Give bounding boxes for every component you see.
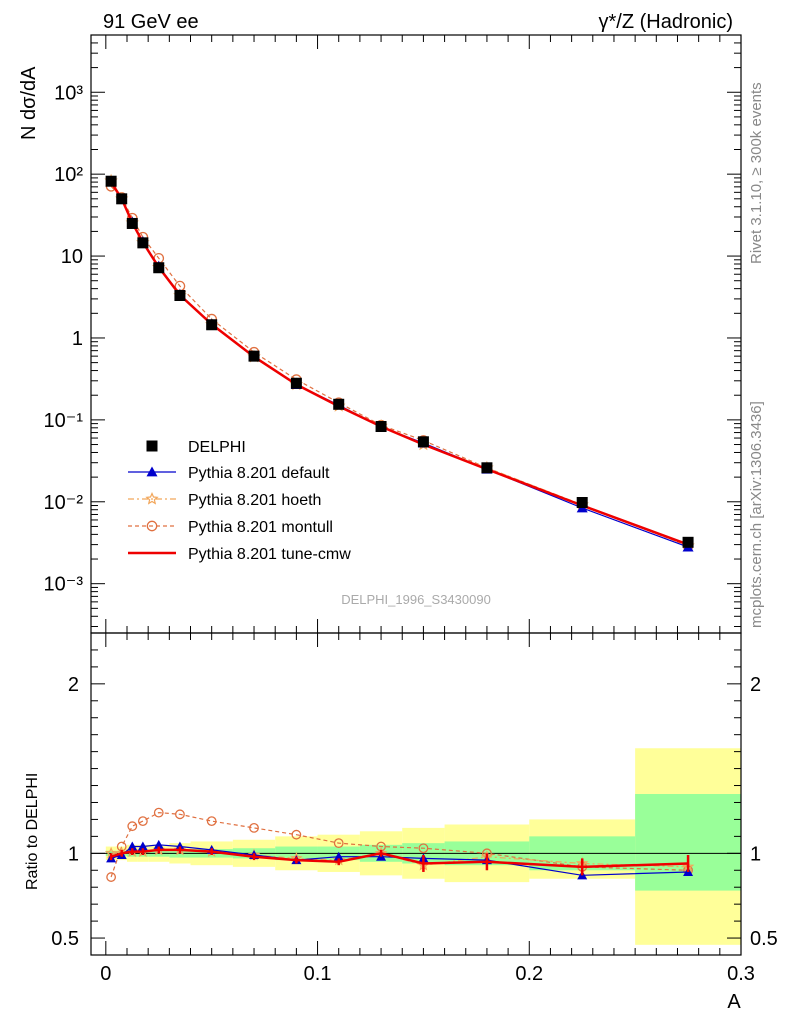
legend-label-delphi: DELPHI bbox=[188, 439, 246, 456]
ratio-point-montull bbox=[291, 829, 302, 840]
header-left-label: 91 GeV ee bbox=[103, 11, 199, 33]
data-point-delphi bbox=[174, 289, 186, 301]
ratio-point-montull bbox=[206, 816, 217, 827]
data-point-delphi bbox=[576, 496, 588, 508]
ratio-point-montull bbox=[249, 822, 259, 833]
x-tick-label: 0.1 bbox=[304, 963, 332, 985]
y-tick-label: 10⁻² bbox=[44, 492, 84, 514]
ratio-point-default bbox=[153, 839, 164, 849]
ratio-point-montull bbox=[106, 872, 117, 882]
main-ylabel: N dσ/dA bbox=[18, 66, 40, 140]
legend-marker-montull bbox=[146, 520, 158, 532]
legend-label-montull: Pythia 8.201 montull bbox=[188, 519, 333, 536]
ratio-point-default bbox=[127, 841, 138, 851]
y-tick-label: 10⁻³ bbox=[44, 574, 84, 596]
data-point-delphi bbox=[375, 421, 387, 433]
ratio-point-montull bbox=[137, 816, 148, 827]
header-right-label: γ*/Z (Hadronic) bbox=[599, 11, 733, 33]
data-point-delphi bbox=[116, 193, 128, 205]
x-axis-label: A bbox=[727, 991, 741, 1013]
ratio-point-default bbox=[333, 851, 344, 861]
legend-label-cmw: Pythia 8.201 tune-cmw bbox=[188, 546, 351, 563]
data-point-delphi bbox=[290, 377, 302, 389]
data-point-delphi bbox=[248, 350, 260, 362]
data-point-delphi bbox=[206, 319, 218, 331]
y-tick-label: 10² bbox=[54, 164, 83, 186]
y-tick-label: 1 bbox=[68, 843, 79, 865]
data-point-delphi bbox=[126, 217, 138, 229]
y-tick-label: 2 bbox=[68, 674, 79, 696]
main-panel: 10⁻³ 10⁻² 10⁻¹ 1 10 10² 10³ bbox=[44, 34, 742, 634]
ratio-point-montull bbox=[127, 821, 138, 832]
y-tick-label: 0.5 bbox=[51, 928, 79, 950]
ratio-frame bbox=[90, 632, 742, 956]
x-tick-label: 0.2 bbox=[515, 963, 543, 985]
legend: DELPHI Pythia 8.201 default Pythia 8.201 h… bbox=[128, 439, 351, 563]
y-tick-label: 1 bbox=[72, 328, 83, 350]
data-point-delphi bbox=[417, 436, 429, 448]
series-line-cmw bbox=[110, 181, 689, 546]
mcplots-source-text: mcplots.cern.ch [arXiv:1306.3436] bbox=[748, 401, 765, 628]
data-point-delphi bbox=[333, 398, 345, 410]
y-tick-label: 10 bbox=[61, 246, 83, 268]
ratio-point-default bbox=[137, 841, 148, 851]
data-point-delphi bbox=[105, 175, 117, 187]
y-tick-label: 10⁻¹ bbox=[44, 410, 84, 432]
analysis-watermark: DELPHI_1996_S3430090 bbox=[341, 592, 491, 607]
x-tick-label: 0 bbox=[100, 963, 111, 985]
legend-marker-default bbox=[146, 466, 158, 477]
rivet-version-text: Rivet 3.1.10, ≥ 300k events bbox=[748, 82, 765, 264]
ratio-point-montull bbox=[175, 809, 185, 820]
data-point-delphi bbox=[481, 462, 493, 474]
ratio-point-montull bbox=[153, 807, 164, 818]
y-tick-label: 1 bbox=[750, 843, 761, 865]
ratio-point-montull bbox=[333, 838, 344, 849]
x-tick-label: 0.3 bbox=[727, 963, 755, 985]
main-frame bbox=[90, 34, 742, 634]
ratio-ylabel: Ratio to DELPHI bbox=[24, 773, 41, 890]
legend-marker-hoeth bbox=[145, 491, 159, 505]
legend-marker-delphi bbox=[146, 440, 158, 452]
legend-label-hoeth: Pythia 8.201 hoeth bbox=[188, 492, 321, 509]
data-point-delphi bbox=[153, 262, 165, 274]
y-tick-label: 2 bbox=[750, 674, 761, 696]
data-point-delphi bbox=[137, 237, 149, 249]
y-tick-label: 10³ bbox=[54, 82, 83, 104]
data-point-delphi bbox=[682, 536, 694, 548]
uncertainty-band-inner bbox=[635, 794, 741, 891]
ratio-point-montull bbox=[418, 843, 429, 854]
y-tick-label: 0.5 bbox=[750, 928, 778, 950]
ratio-panel: 0 0.1 0.2 0.3 0.5 0.5 1 1 2 2 bbox=[51, 632, 778, 985]
legend-label-default: Pythia 8.201 default bbox=[188, 465, 330, 482]
ratio-point-default bbox=[174, 841, 185, 851]
